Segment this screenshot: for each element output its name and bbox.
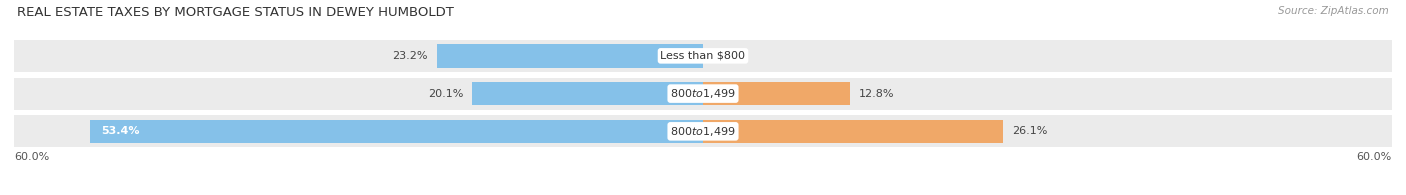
Text: 20.1%: 20.1% <box>427 89 463 99</box>
Text: 60.0%: 60.0% <box>14 152 49 162</box>
Text: REAL ESTATE TAXES BY MORTGAGE STATUS IN DEWEY HUMBOLDT: REAL ESTATE TAXES BY MORTGAGE STATUS IN … <box>17 6 454 19</box>
Text: $800 to $1,499: $800 to $1,499 <box>671 125 735 138</box>
Text: 53.4%: 53.4% <box>101 126 139 136</box>
Bar <box>90 120 703 143</box>
Text: Source: ZipAtlas.com: Source: ZipAtlas.com <box>1278 6 1389 16</box>
Bar <box>14 40 1392 72</box>
Bar <box>14 115 1392 147</box>
Text: 26.1%: 26.1% <box>1012 126 1047 136</box>
Text: 0.0%: 0.0% <box>713 51 741 61</box>
Text: $800 to $1,499: $800 to $1,499 <box>671 87 735 100</box>
Text: Less than $800: Less than $800 <box>661 51 745 61</box>
Text: 60.0%: 60.0% <box>1357 152 1392 162</box>
Bar <box>14 78 1392 110</box>
Text: 23.2%: 23.2% <box>392 51 427 61</box>
Bar <box>703 120 1002 143</box>
Bar <box>437 44 703 67</box>
Text: 12.8%: 12.8% <box>859 89 894 99</box>
Bar <box>472 82 703 105</box>
Bar <box>703 82 851 105</box>
